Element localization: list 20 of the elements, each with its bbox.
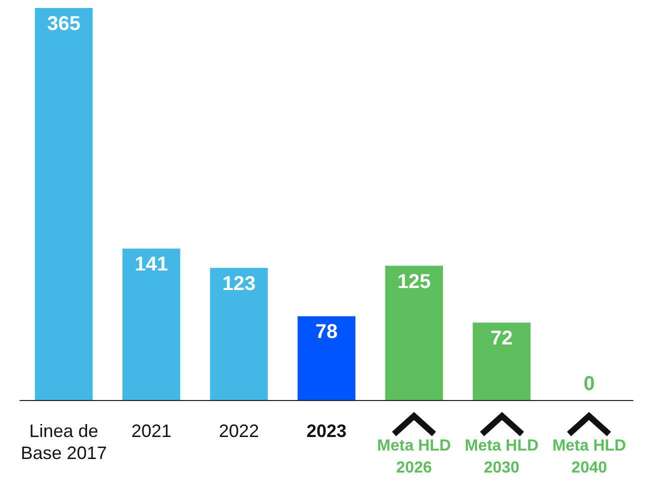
data-label: 365	[47, 13, 80, 35]
bar	[122, 248, 180, 400]
bar	[472, 322, 531, 400]
x-tick-label: 2021	[131, 421, 172, 441]
x-tick-label: 2023	[306, 421, 347, 441]
data-label: 0	[584, 373, 595, 395]
data-label: 125	[397, 270, 431, 293]
bar	[210, 268, 268, 400]
x-tick-label: Meta HLD 2030	[464, 438, 539, 476]
x-tick-label: Meta HLD 2026	[377, 438, 451, 476]
bar	[34, 8, 93, 400]
x-tick-label: Meta HLD 2040	[552, 438, 626, 476]
bar	[385, 266, 443, 400]
data-label: 141	[134, 254, 168, 276]
x-tick-label: 2022	[218, 421, 259, 441]
data-label: 123	[222, 272, 256, 295]
data-label: 72	[490, 328, 513, 350]
x-tick-label: Linea de Base 2017	[20, 421, 107, 463]
data-label: 78	[315, 321, 338, 344]
bar	[298, 316, 356, 400]
